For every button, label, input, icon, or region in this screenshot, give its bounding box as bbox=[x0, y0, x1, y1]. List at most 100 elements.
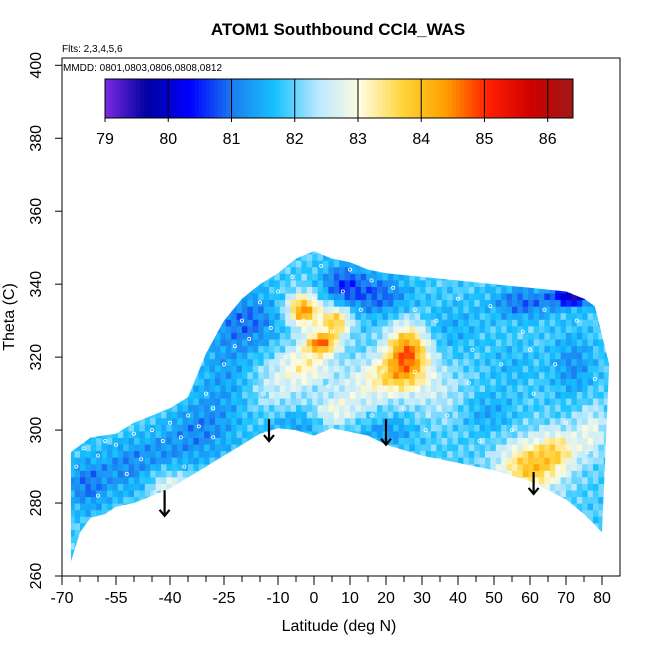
heatmap-cell bbox=[80, 457, 86, 465]
heatmap-cell bbox=[236, 299, 243, 307]
heatmap-cell bbox=[118, 240, 124, 247]
heatmap-cell bbox=[490, 496, 497, 504]
heatmap-cell bbox=[576, 457, 583, 465]
heatmap-cell bbox=[252, 279, 259, 287]
heatmap-cell bbox=[182, 273, 189, 281]
heatmap-cell bbox=[269, 404, 275, 412]
heatmap-cell bbox=[198, 404, 205, 412]
heatmap-cell bbox=[517, 358, 524, 366]
heatmap-cell bbox=[425, 489, 432, 498]
heatmap-cell bbox=[468, 450, 475, 458]
heatmap-cell bbox=[263, 542, 270, 550]
heatmap-cell bbox=[247, 549, 254, 557]
heatmap-cell bbox=[150, 325, 157, 333]
heatmap-cell bbox=[333, 549, 340, 557]
heatmap-cell bbox=[155, 345, 162, 353]
heatmap-cell bbox=[144, 378, 151, 386]
heatmap-cell bbox=[85, 358, 92, 366]
heatmap-cell bbox=[312, 404, 319, 412]
heatmap-cell bbox=[598, 529, 605, 537]
heatmap-cell bbox=[323, 549, 329, 557]
heatmap-cell bbox=[360, 358, 367, 366]
heatmap-cell bbox=[263, 470, 270, 478]
heatmap-cell bbox=[506, 319, 513, 327]
heatmap-cell bbox=[571, 476, 578, 484]
heatmap-cell bbox=[252, 555, 259, 562]
heatmap-cell bbox=[387, 345, 394, 353]
heatmap-cell bbox=[333, 306, 340, 314]
heatmap-cell bbox=[463, 463, 470, 471]
heatmap-cell bbox=[441, 457, 448, 465]
heatmap-cell bbox=[506, 404, 513, 412]
heatmap-cell bbox=[382, 562, 388, 569]
heatmap-cell bbox=[398, 299, 405, 307]
heatmap-cell bbox=[209, 371, 216, 379]
heatmap-cell bbox=[161, 397, 167, 406]
heatmap-cell bbox=[533, 411, 540, 419]
heatmap-cell bbox=[452, 352, 459, 360]
heatmap-cell bbox=[182, 378, 189, 386]
heatmap-cell bbox=[452, 325, 459, 333]
heatmap-cell bbox=[414, 292, 421, 301]
heatmap-cell bbox=[398, 253, 405, 261]
heatmap-cell bbox=[107, 358, 113, 366]
heatmap-cell bbox=[96, 535, 103, 544]
heatmap-cell bbox=[177, 352, 184, 360]
heatmap-cell bbox=[485, 338, 491, 347]
heatmap-cell bbox=[306, 404, 313, 412]
heatmap-cell bbox=[560, 338, 567, 347]
heatmap-cell bbox=[117, 260, 124, 268]
heatmap-cell bbox=[409, 299, 416, 307]
heatmap-cell bbox=[139, 411, 146, 419]
heatmap-cell bbox=[555, 332, 562, 340]
heatmap-cell bbox=[501, 437, 508, 445]
heatmap-cell bbox=[571, 260, 578, 268]
heatmap-cell bbox=[398, 319, 405, 327]
heatmap-cell bbox=[166, 292, 173, 301]
heatmap-cell bbox=[549, 253, 556, 261]
heatmap-cell bbox=[479, 463, 486, 471]
heatmap-cell bbox=[360, 509, 367, 517]
heatmap-cell bbox=[522, 535, 529, 544]
heatmap-cell bbox=[242, 417, 248, 425]
heatmap-cell bbox=[469, 562, 475, 569]
heatmap-cell bbox=[576, 251, 583, 255]
heatmap-cell bbox=[139, 489, 146, 498]
heatmap-cell bbox=[166, 384, 173, 393]
heatmap-cell bbox=[414, 384, 421, 393]
heatmap-cell bbox=[355, 251, 362, 255]
heatmap-cell bbox=[220, 522, 227, 530]
heatmap-cell bbox=[409, 424, 416, 432]
heatmap-cell bbox=[236, 549, 243, 557]
heatmap-cell bbox=[522, 365, 529, 373]
heatmap-cell bbox=[90, 279, 97, 287]
heatmap-cell bbox=[317, 470, 324, 478]
heatmap-cell bbox=[387, 306, 394, 314]
heatmap-cell bbox=[188, 391, 194, 399]
heatmap-cell bbox=[576, 503, 583, 511]
heatmap-cell bbox=[350, 253, 356, 261]
heatmap-cell bbox=[387, 542, 394, 550]
heatmap-cell bbox=[150, 397, 157, 406]
heatmap-cell bbox=[123, 240, 129, 247]
heatmap-cell bbox=[90, 503, 97, 511]
heatmap-cell bbox=[296, 509, 302, 517]
heatmap-cell bbox=[134, 279, 140, 287]
heatmap-cell bbox=[247, 470, 254, 478]
heatmap-cell bbox=[333, 325, 340, 333]
heatmap-cell bbox=[431, 463, 437, 471]
heatmap-cell bbox=[112, 437, 119, 445]
heatmap-cell bbox=[71, 397, 76, 406]
heatmap-cell bbox=[425, 266, 432, 274]
heatmap-cell bbox=[204, 332, 211, 340]
heatmap-cell bbox=[269, 450, 275, 458]
heatmap-cell bbox=[420, 450, 427, 458]
heatmap-cell bbox=[387, 253, 394, 261]
heatmap-cell bbox=[452, 529, 459, 537]
heatmap-cell bbox=[204, 292, 211, 301]
heatmap-cell bbox=[155, 253, 162, 261]
heatmap-cell bbox=[193, 358, 200, 366]
heatmap-cell bbox=[123, 404, 130, 412]
heatmap-cell bbox=[350, 240, 356, 247]
heatmap-cell bbox=[441, 424, 448, 432]
